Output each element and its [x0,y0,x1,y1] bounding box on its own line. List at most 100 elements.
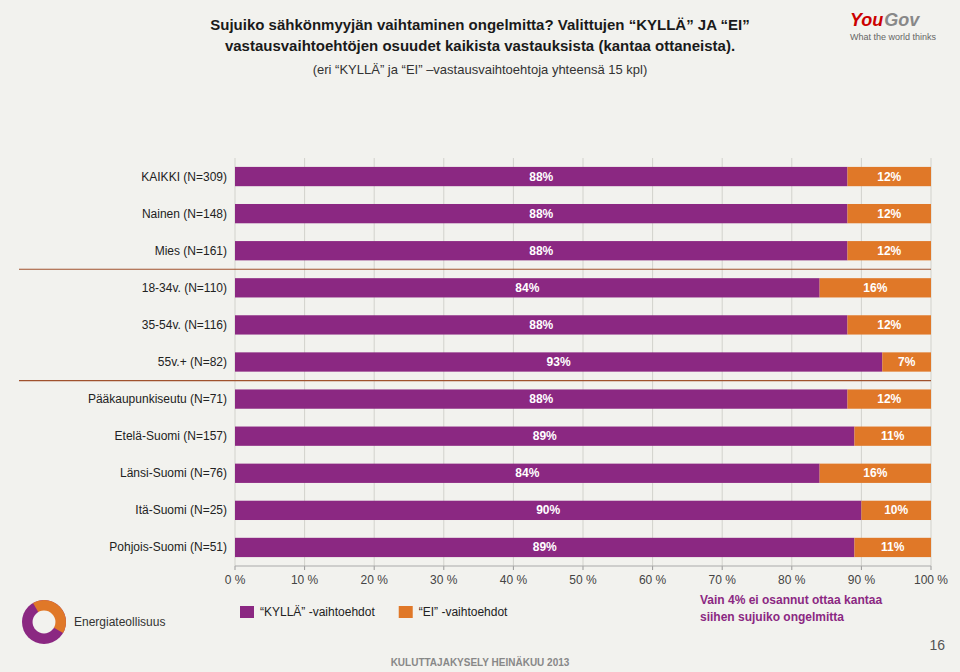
bar [820,464,931,483]
bar [235,352,882,371]
x-tick-label: 50 % [569,573,597,587]
bar [235,464,820,483]
x-tick [652,566,653,570]
bar [235,501,861,520]
bar [235,315,847,334]
bar [235,167,847,186]
chart: Sujuiko sähkönmyyjän vaihtaminen ongelmi… [0,0,960,672]
bar [235,241,847,260]
legend-label: “EI” -vaihtoehdot [419,605,508,619]
logo [22,600,66,644]
data-label: 16% [863,466,887,480]
logo-text: Gov [884,10,920,30]
annotation-line: siihen sujuiko ongelmitta [700,610,844,624]
y-tick-label: Nainen (N=148) [142,207,227,221]
x-tick [443,566,444,570]
x-tick-label: 100 % [914,573,948,587]
bar [854,538,931,557]
y-tick-label: 18-34v. (N=110) [142,281,227,295]
logo-text: You [850,10,883,30]
y-tick-label: Länsi-Suomi (N=76) [120,466,227,480]
legend-label: “KYLLÄ” -vaihtoehdot [260,605,375,619]
data-label: 84% [515,281,539,295]
data-label: 93% [547,355,571,369]
bar [847,204,931,223]
x-tick [583,566,584,570]
data-label: 12% [877,244,901,258]
x-tick [791,566,792,570]
background [0,0,960,672]
data-label: 84% [515,466,539,480]
bar [854,427,931,446]
x-tick-label: 80 % [778,573,806,587]
x-axis-line [235,566,931,567]
annotation-line: Vain 4% ei osannut ottaa kantaa [700,593,882,607]
y-tick-label: 35-54v. (N=116) [142,318,227,332]
y-tick-label: Pohjois-Suomi (N=51) [109,540,227,554]
x-tick [931,566,932,570]
y-tick-label: KAIKKI (N=309) [141,170,227,184]
x-tick-label: 10 % [291,573,319,587]
legend-item: “EI” -vaihtoehdot [399,605,508,619]
group-separator [19,269,931,270]
x-tick-label: 20 % [361,573,389,587]
logo-circle [22,600,66,644]
legend-swatch [399,606,413,618]
data-label: 12% [877,207,901,221]
data-label: 89% [533,540,557,554]
x-tick [861,566,862,570]
data-label: 12% [877,170,901,184]
title: Sujuiko sähkönmyyjän vaihtaminen ongelmi… [210,16,750,54]
bar [847,241,931,260]
legend-item: “KYLLÄ” -vaihtoehdot [240,605,375,619]
bars [235,167,931,557]
x-tick-label: 70 % [709,573,737,587]
logo-wedge [33,600,66,633]
bar [847,389,931,408]
data-labels: 88%88%88%84%88%93%88%89%84%90%89%12%12%1… [515,170,915,555]
y-tick-label: Mies (N=161) [155,244,227,258]
x-tick-label: 90 % [848,573,876,587]
x-tick [513,566,514,570]
data-label: 11% [881,540,905,554]
title-line: vastausvaihtoehtöjen osuudet kaikista va… [225,37,735,54]
bar [235,278,820,297]
data-label: 88% [529,244,553,258]
annotation: Vain 4% ei osannut ottaa kantaa siihen su… [700,593,882,624]
data-label: 88% [529,392,553,406]
bar [235,204,847,223]
x-tick [235,566,236,570]
bar [882,352,931,371]
x-tick [304,566,305,570]
footer: KULUTTAJAKYSELY HEINÄKUU 2013 [391,656,570,668]
data-label: 10% [884,503,908,517]
subtitle: (eri “KYLLÄ” ja “EI” –vastausvaihtoehtoj… [313,62,648,77]
title-line: Sujuiko sähkönmyyjän vaihtaminen ongelmi… [210,16,750,33]
data-label: 90% [536,503,560,517]
y-tick-label: Etelä-Suomi (N=157) [115,429,227,443]
data-label: 88% [529,170,553,184]
x-tick-label: 40 % [500,573,528,587]
x-tick [722,566,723,570]
data-label: 12% [877,318,901,332]
grid [235,158,931,566]
bar [861,501,931,520]
legend-swatch [240,606,254,618]
y-tick-label: Pääkaupunkiseutu (N=71) [88,392,227,406]
x-tick-label: 0 % [225,573,246,587]
page-number: 16 [929,637,945,653]
bar [820,278,931,297]
group-separator [19,380,931,381]
bar [235,389,847,408]
data-label: 11% [881,429,905,443]
bar [847,315,931,334]
y-tick-label: 55v.+ (N=82) [158,355,227,369]
data-label: 12% [877,392,901,406]
bar [847,167,931,186]
y-tick-label: Itä-Suomi (N=25) [135,503,227,517]
bar [235,538,854,557]
data-label: 88% [529,207,553,221]
data-label: 88% [529,318,553,332]
logo-text: Energiateollisuus [74,615,165,629]
logo-inner [33,611,56,634]
